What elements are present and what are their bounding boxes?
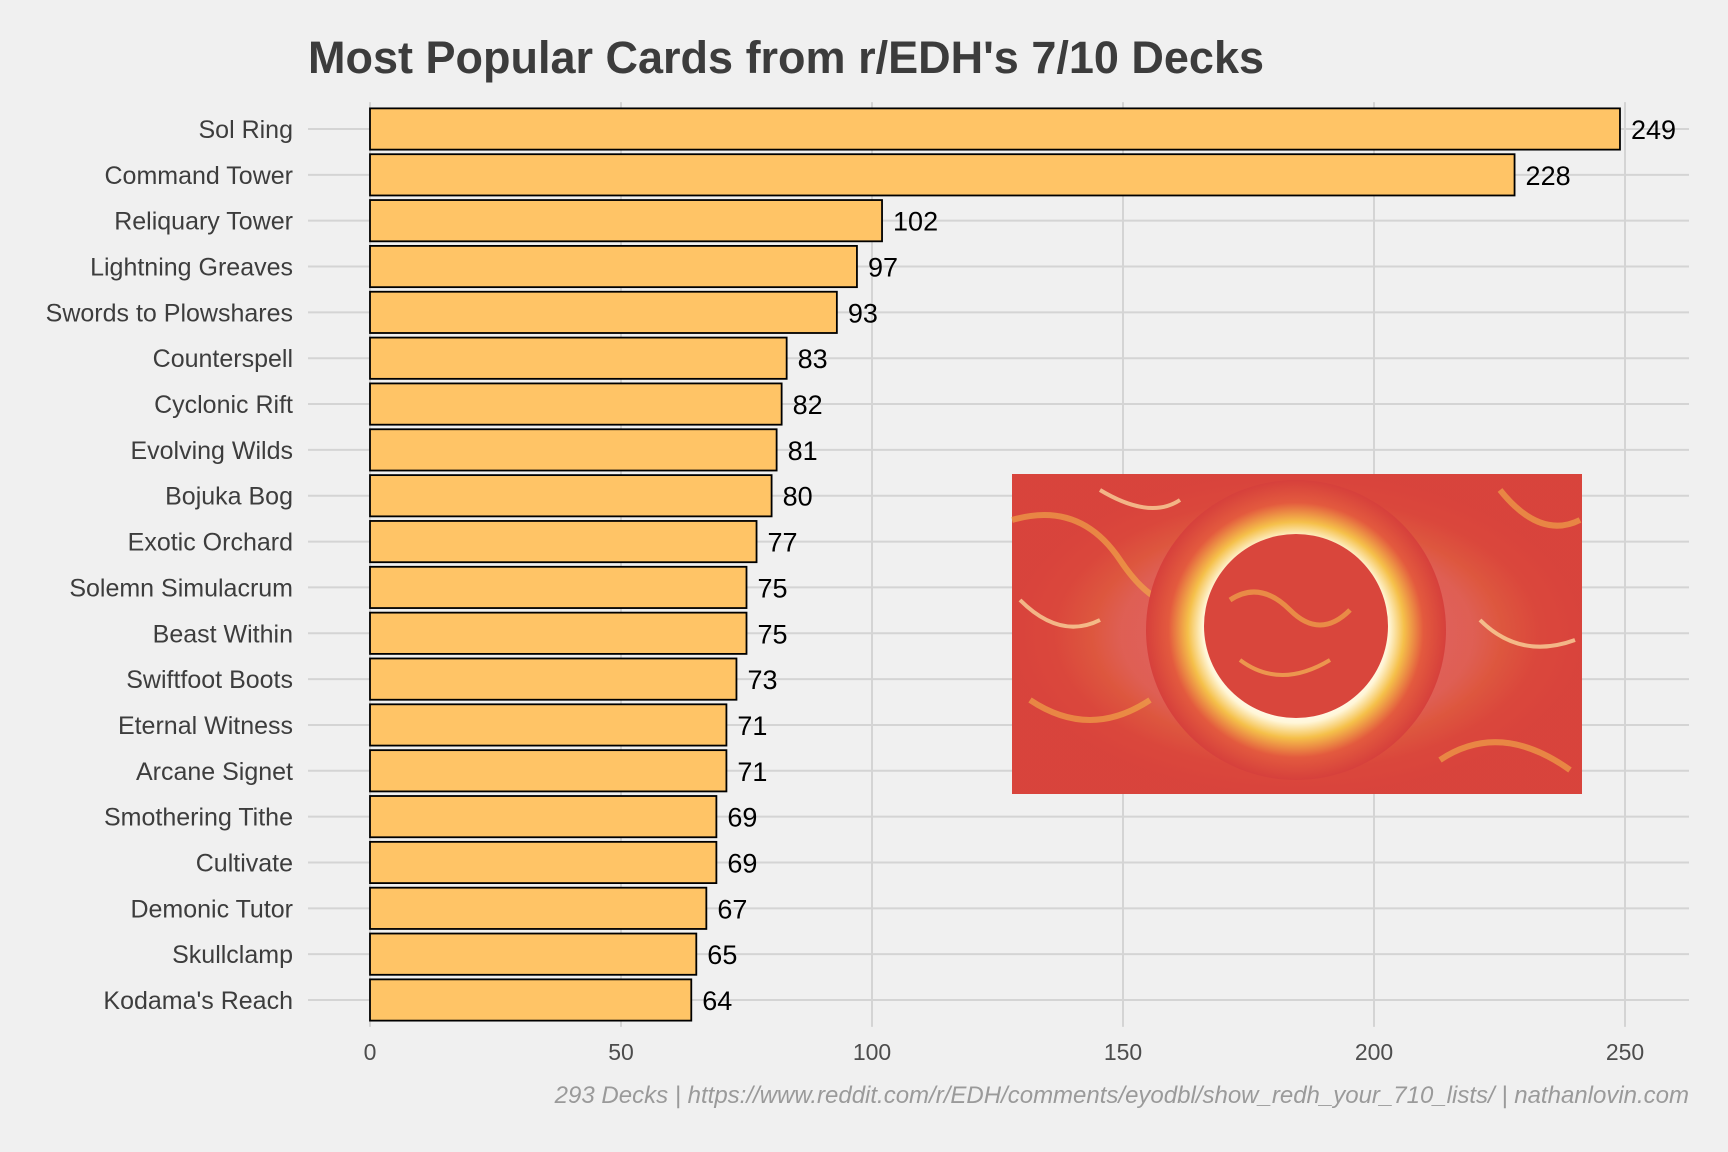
bar <box>369 199 883 243</box>
value-label: 64 <box>702 986 732 1016</box>
bar <box>369 382 783 426</box>
bar <box>369 978 693 1022</box>
category-label: Reliquary Tower <box>114 208 293 236</box>
category-label: Evolving Wilds <box>130 437 293 465</box>
value-label: 77 <box>768 528 798 558</box>
x-axis-ticks: 0 50 100 150 200 250 <box>364 1039 1645 1065</box>
value-labels: 249 228 102 97 93 83 82 81 80 77 75 75 73 71 71 69 69 67 6… <box>702 115 1676 1016</box>
value-label: 97 <box>868 253 898 283</box>
bar <box>369 520 758 564</box>
category-label: Eternal Witness <box>118 712 293 740</box>
x-tick-label: 250 <box>1606 1039 1644 1065</box>
bar <box>369 611 748 655</box>
category-label: Arcane Signet <box>136 758 293 786</box>
value-label: 71 <box>737 711 767 741</box>
value-label: 75 <box>758 573 788 603</box>
category-label: Lightning Greaves <box>90 254 293 282</box>
value-label: 93 <box>848 298 878 328</box>
chart-title: Most Popular Cards from r/EDH's 7/10 Dec… <box>308 32 1264 83</box>
bar <box>369 565 748 609</box>
bar <box>369 657 738 701</box>
category-label: Command Tower <box>104 162 293 190</box>
value-label: 102 <box>893 207 938 237</box>
category-labels: Sol Ring Command Tower Reliquary Tower Ligh… <box>46 116 293 1015</box>
x-tick-label: 50 <box>608 1039 634 1065</box>
bar <box>369 932 698 976</box>
x-tick-label: 100 <box>853 1039 891 1065</box>
value-label: 81 <box>788 436 818 466</box>
category-label: Sol Ring <box>199 116 294 144</box>
x-tick-label: 0 <box>364 1039 377 1065</box>
chart-caption: 293 Decks | https://www.reddit.com/r/EDH… <box>554 1082 1689 1109</box>
bar <box>369 749 728 793</box>
x-tick-label: 150 <box>1104 1039 1142 1065</box>
value-label: 69 <box>727 803 757 833</box>
category-label: Bojuka Bog <box>165 483 293 511</box>
bar <box>369 795 718 839</box>
category-label: Cyclonic Rift <box>154 391 293 419</box>
category-label: Solemn Simulacrum <box>69 574 293 602</box>
category-label: Smothering Tithe <box>104 804 293 832</box>
category-label: Skullclamp <box>172 941 293 969</box>
bar <box>369 336 788 380</box>
value-label: 69 <box>727 848 757 878</box>
bar <box>369 290 838 334</box>
category-label: Exotic Orchard <box>128 529 293 557</box>
category-label: Kodama's Reach <box>103 987 293 1015</box>
value-label: 65 <box>707 940 737 970</box>
value-label: 83 <box>798 344 828 374</box>
category-label: Swords to Plowshares <box>46 299 293 327</box>
bar <box>369 244 858 289</box>
value-label: 228 <box>1526 161 1571 191</box>
bar <box>369 107 1621 151</box>
card-art-sol-ring <box>1011 474 1582 794</box>
value-label: 82 <box>793 390 823 420</box>
bar <box>369 840 718 885</box>
x-tick-label: 200 <box>1355 1039 1393 1065</box>
bar <box>369 153 1516 197</box>
category-label: Demonic Tutor <box>130 895 293 923</box>
category-label: Cultivate <box>196 849 293 877</box>
value-label: 73 <box>747 665 777 695</box>
bars <box>369 107 1621 1022</box>
bar <box>369 703 728 747</box>
value-label: 80 <box>783 482 813 512</box>
category-label: Swiftfoot Boots <box>126 666 293 694</box>
value-label: 71 <box>737 757 767 787</box>
category-label: Beast Within <box>153 620 293 648</box>
value-label: 249 <box>1631 115 1676 145</box>
value-label: 67 <box>717 894 747 924</box>
bar <box>369 474 773 518</box>
value-label: 75 <box>758 619 788 649</box>
category-label: Counterspell <box>153 345 293 373</box>
bar <box>369 428 778 472</box>
bar <box>369 886 708 930</box>
